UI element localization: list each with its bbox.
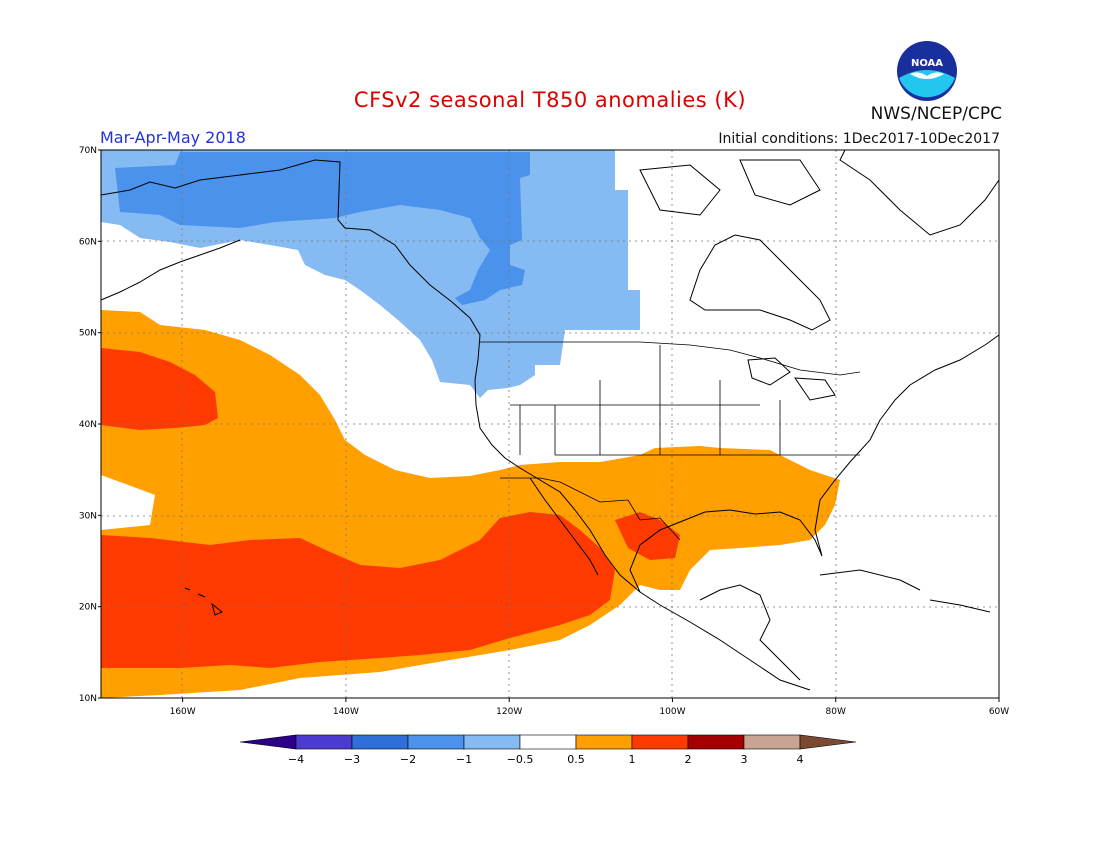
forecast-period: Mar-Apr-May 2018 — [100, 128, 246, 147]
lat-tick-label: 30N — [79, 511, 97, 521]
lon-tick-label: 100W — [659, 707, 685, 717]
colorbar-tick-label: 1 — [629, 753, 636, 766]
anomaly-fields — [101, 150, 840, 698]
lon-tick-label: 140W — [333, 707, 359, 717]
noaa-logo: NOAA — [897, 41, 957, 101]
anomaly-region-red-north — [101, 348, 218, 430]
colorbar-tick-label: −0.5 — [507, 753, 534, 766]
colorbar-tick-label: −1 — [456, 753, 472, 766]
colorbar-segment — [687, 734, 745, 750]
colorbar-segment — [463, 734, 521, 750]
colorbar-arrow-high — [799, 734, 857, 750]
initial-conditions: Initial conditions: 1Dec2017-10Dec2017 — [718, 131, 1000, 147]
colorbar-segment — [631, 734, 689, 750]
colorbar-segment — [351, 734, 409, 750]
anomaly-region-red-pacific — [101, 512, 615, 668]
lat-tick-label: 40N — [79, 420, 97, 430]
graticule — [101, 150, 999, 698]
colorbar-tick-label: −4 — [288, 753, 304, 766]
lat-tick-label: 60N — [79, 237, 97, 247]
colorbar-tick-label: 0.5 — [567, 753, 585, 766]
colorbar-segment — [295, 734, 353, 750]
coastlines — [100, 149, 1000, 691]
anomaly-region-red-mexico — [615, 512, 680, 560]
lat-tick-label: 50N — [79, 329, 97, 339]
lon-tick-label: 120W — [496, 707, 522, 717]
colorbar: −4 −3 −2 −1 −0.5 0.5 1 2 3 4 — [239, 734, 857, 766]
colorbar-segment — [743, 734, 801, 750]
lat-tick-label: 20N — [79, 603, 97, 613]
map-title: CFSv2 seasonal T850 anomalies (K) — [353, 88, 747, 112]
colorbar-tick-label: −2 — [400, 753, 416, 766]
colorbar-segment — [519, 734, 577, 750]
anomaly-region-neutral — [101, 478, 155, 525]
lat-tick-label: 70N — [79, 146, 97, 156]
colorbar-tick-label: 2 — [685, 753, 692, 766]
colorbar-tick-label: 4 — [797, 753, 804, 766]
colorbar-arrow-low — [239, 734, 297, 750]
colorbar-tick-label: 3 — [741, 753, 748, 766]
organization-label: NWS/NCEP/CPC — [870, 104, 1002, 124]
political-borders — [480, 341, 861, 541]
noaa-logo-text: NOAA — [911, 58, 943, 69]
colorbar-segment — [407, 734, 465, 750]
lon-tick-label: 80W — [826, 707, 846, 717]
lon-tick-label: 160W — [170, 707, 196, 717]
colorbar-tick-label: −3 — [344, 753, 360, 766]
longitude-labels: 160W 140W 120W 100W 80W 60W — [170, 698, 1009, 717]
latitude-labels: 70N 60N 50N 40N 30N 20N 10N — [79, 146, 101, 704]
colorbar-segment — [575, 734, 633, 750]
lat-tick-label: 10N — [79, 694, 97, 704]
lon-tick-label: 60W — [989, 707, 1009, 717]
anomaly-region-blue — [115, 152, 530, 305]
